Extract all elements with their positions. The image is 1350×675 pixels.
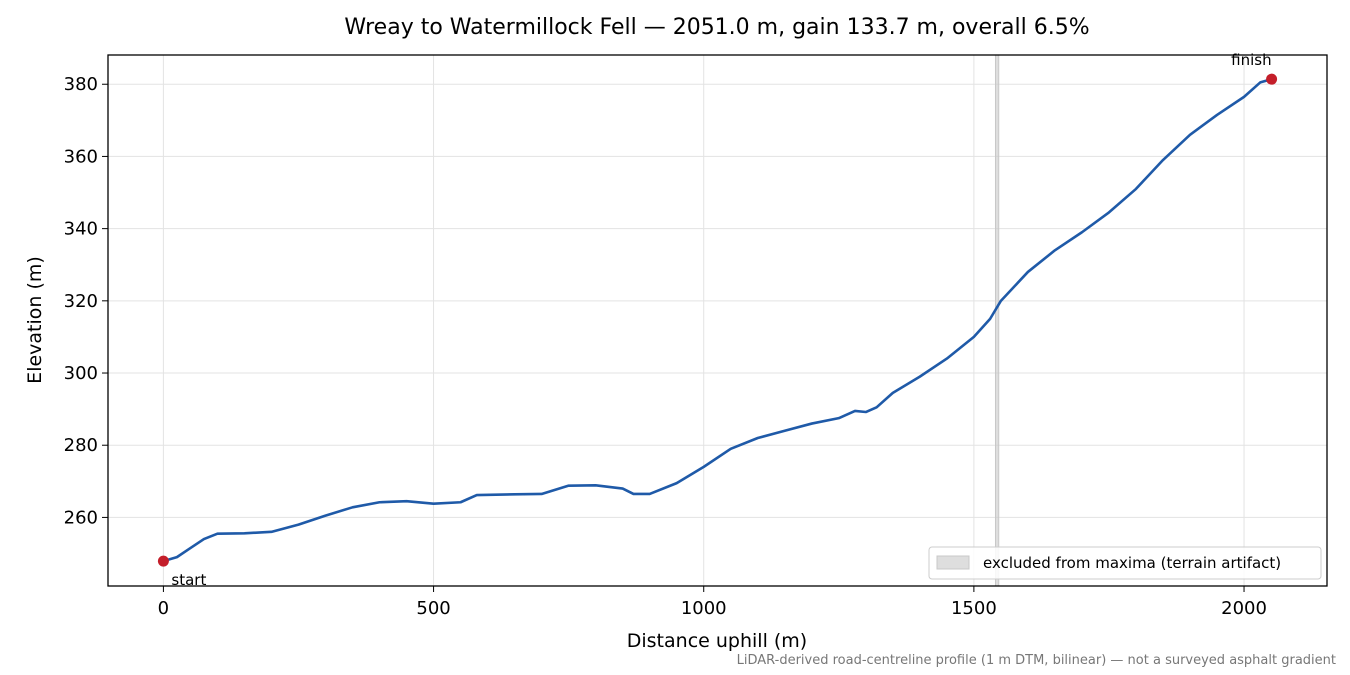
excluded-band — [994, 54, 1000, 587]
plot-frame — [107, 54, 1328, 587]
chart-title: Wreay to Watermillock Fell — 2051.0 m, g… — [344, 15, 1089, 40]
y-axis-label: Elevation (m) — [24, 256, 46, 384]
x-tick-label: 0 — [158, 598, 169, 619]
legend-swatch — [936, 555, 970, 570]
endpoint-marker — [157, 555, 169, 567]
x-tick-label: 1000 — [681, 598, 727, 619]
y-tick-label: 320 — [64, 291, 98, 312]
y-tick-label: 360 — [64, 146, 98, 167]
y-tick-label: 300 — [64, 363, 98, 384]
legend-label: excluded from maxima (terrain artifact) — [983, 554, 1281, 572]
endpoint-marker — [1266, 73, 1278, 85]
x-axis-label: Distance uphill (m) — [627, 630, 807, 652]
y-tick-label: 260 — [64, 507, 98, 528]
x-tick-label: 1500 — [951, 598, 997, 619]
x-tick-label: 500 — [416, 598, 450, 619]
y-tick-label: 380 — [64, 74, 98, 95]
endpoint-label: start — [171, 571, 206, 589]
y-tick-label: 280 — [64, 435, 98, 456]
legend-box — [928, 546, 1322, 580]
elevation-line — [163, 77, 1272, 563]
endpoint-label: finish — [1231, 51, 1271, 69]
footnote: LiDAR-derived road-centreline profile (1… — [737, 653, 1336, 668]
y-tick-label: 340 — [64, 219, 98, 240]
x-tick-label: 2000 — [1221, 598, 1267, 619]
